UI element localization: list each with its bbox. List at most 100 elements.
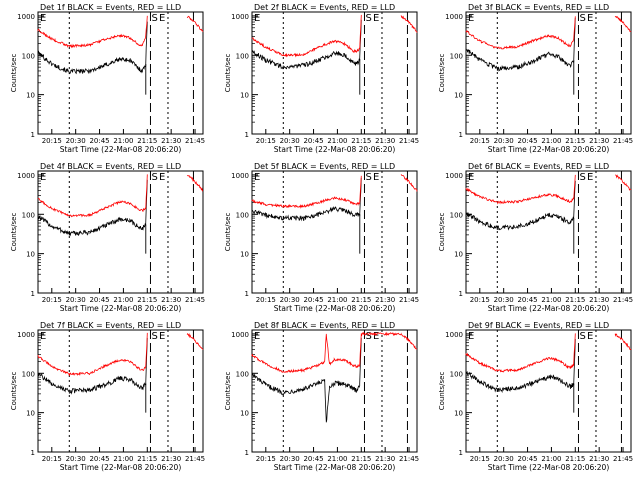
y-axis-label: Counts/sec: [438, 372, 446, 411]
detector-panel-3: Det 3f BLACK = Events, RED = LLD 1 10 100 10…: [438, 3, 633, 154]
events-series-line: [251, 337, 362, 423]
x-tick-label: 21:45: [399, 296, 419, 304]
y-tick-label: 100: [450, 211, 463, 219]
x-tick-label: 20:45: [89, 296, 109, 304]
end-marker-label: E: [587, 13, 593, 24]
x-tick-label: 21:30: [589, 296, 609, 304]
x-tick-label: 20:15: [470, 455, 490, 463]
plot-frame: [37, 329, 204, 453]
plot-frame: [37, 170, 204, 294]
lld-series-line: [37, 15, 204, 49]
x-tick-label: 20:15: [470, 137, 490, 145]
detector-panel-4: Det 4f BLACK = Events, RED = LLD 1 10 100 10…: [10, 162, 205, 313]
x-tick-label: 21:00: [541, 455, 561, 463]
y-tick-label: 100: [450, 370, 463, 378]
y-axis-label: Counts/sec: [438, 54, 446, 93]
y-axis-label: Counts/sec: [10, 372, 18, 411]
corner-marker-label: E: [40, 172, 46, 183]
x-tick-label: 20:45: [303, 137, 323, 145]
x-axis-label: Start Time (22-Mar-08 20:06:20): [488, 145, 610, 154]
x-tick-label: 21:45: [185, 137, 205, 145]
x-axis-label: Start Time (22-Mar-08 20:06:20): [488, 304, 610, 313]
x-tick-label: 21:00: [541, 137, 561, 145]
end-marker-label: E: [373, 331, 379, 342]
y-tick-label: 1: [459, 449, 463, 457]
detector-panel-9: Det 9f BLACK = Events, RED = LLD 1 10 100 10…: [438, 321, 633, 472]
lld-series-line: [465, 174, 632, 205]
events-series-line: [37, 179, 148, 237]
end-marker-label: E: [373, 13, 379, 24]
y-tick-label: 1: [245, 449, 249, 457]
start-marker-label: S: [151, 172, 157, 183]
y-tick-label: 10: [26, 251, 35, 259]
corner-marker-label: E: [468, 331, 474, 342]
x-tick-label: 20:15: [42, 137, 62, 145]
x-tick-label: 20:45: [89, 137, 109, 145]
y-tick-label: 100: [236, 370, 249, 378]
end-marker-label: E: [159, 331, 165, 342]
x-tick-label: 21:00: [541, 296, 561, 304]
lld-series-line: [465, 333, 632, 373]
x-tick-label: 20:30: [280, 455, 300, 463]
y-tick-label: 10: [240, 92, 249, 100]
x-axis-label: Start Time (22-Mar-08 20:06:20): [60, 145, 182, 154]
x-tick-label: 20:30: [66, 455, 86, 463]
x-tick-label: 21:00: [113, 137, 133, 145]
plot-frame: [465, 329, 632, 453]
y-tick-label: 10: [240, 251, 249, 259]
y-tick-label: 1: [31, 290, 35, 298]
plot-frame: [465, 170, 632, 294]
x-tick-label: 20:15: [42, 296, 62, 304]
y-tick-label: 1: [31, 449, 35, 457]
y-axis-label: Counts/sec: [438, 213, 446, 252]
x-tick-label: 21:45: [613, 455, 633, 463]
corner-marker-label: E: [254, 172, 260, 183]
plot-frame: [465, 11, 632, 135]
y-tick-label: 1: [459, 290, 463, 298]
panel-title: Det 1f BLACK = Events, RED = LLD: [40, 3, 181, 12]
y-tick-label: 100: [22, 52, 35, 60]
detector-panel-6: Det 6f BLACK = Events, RED = LLD 1 10 100 10…: [438, 162, 633, 313]
y-tick-label: 1000: [445, 13, 463, 21]
detector-panel-1: Det 1f BLACK = Events, RED = LLD 1 10 100 10…: [10, 3, 205, 154]
corner-marker-label: E: [468, 172, 474, 183]
x-tick-label: 20:45: [517, 455, 537, 463]
corner-marker-label: E: [254, 331, 260, 342]
x-axis-label: Start Time (22-Mar-08 20:06:20): [60, 463, 182, 472]
x-tick-label: 20:45: [517, 137, 537, 145]
panel-title: Det 7f BLACK = Events, RED = LLD: [40, 321, 181, 330]
y-tick-label: 10: [240, 410, 249, 418]
x-tick-label: 20:30: [66, 296, 86, 304]
start-marker-label: S: [365, 172, 371, 183]
x-tick-label: 21:30: [161, 296, 181, 304]
x-tick-label: 21:45: [399, 455, 419, 463]
y-tick-label: 1: [31, 131, 35, 139]
panel-title: Det 9f BLACK = Events, RED = LLD: [468, 321, 609, 330]
x-axis-label: Start Time (22-Mar-08 20:06:20): [274, 145, 396, 154]
events-series-line: [251, 177, 362, 222]
x-tick-label: 20:45: [89, 455, 109, 463]
y-tick-label: 10: [26, 92, 35, 100]
end-marker-label: E: [159, 13, 165, 24]
end-marker-label: E: [373, 172, 379, 183]
start-marker-label: S: [151, 13, 157, 24]
lld-series-line: [251, 331, 418, 374]
x-tick-label: 21:30: [375, 296, 395, 304]
events-series-line: [465, 338, 576, 394]
y-tick-label: 1000: [231, 13, 249, 21]
x-tick-label: 20:30: [280, 137, 300, 145]
plot-frame: [251, 11, 418, 135]
plot-frame: [251, 329, 418, 453]
corner-marker-label: E: [40, 331, 46, 342]
start-marker-label: S: [579, 13, 585, 24]
detector-panel-7: Det 7f BLACK = Events, RED = LLD 1 10 100 10…: [10, 321, 205, 472]
y-tick-label: 100: [236, 52, 249, 60]
x-tick-label: 20:45: [517, 296, 537, 304]
y-tick-label: 1: [245, 131, 249, 139]
y-tick-label: 1: [459, 131, 463, 139]
y-tick-label: 100: [22, 211, 35, 219]
end-marker-label: E: [587, 331, 593, 342]
x-tick-label: 20:45: [303, 455, 323, 463]
events-series-line: [465, 180, 576, 231]
plot-frame: [37, 11, 204, 135]
